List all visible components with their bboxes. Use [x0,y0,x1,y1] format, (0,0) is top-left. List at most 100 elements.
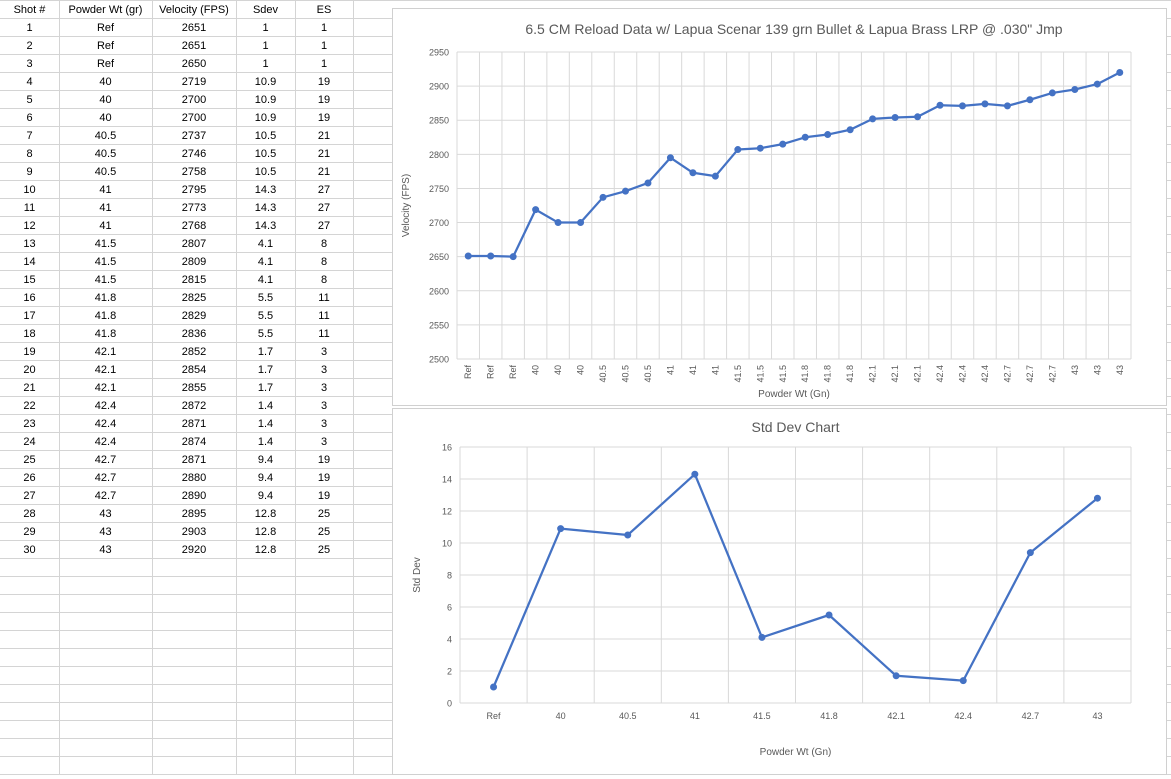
table-cell: 10.5 [255,166,276,178]
x-tick-label: 40.5 [619,711,637,721]
data-point[interactable] [846,126,854,134]
data-point[interactable] [666,154,674,162]
data-point[interactable] [691,470,699,478]
y-tick-label: 2850 [429,116,449,126]
table-cell: Ref [97,58,115,70]
table-cell: 1.4 [258,400,273,412]
x-tick-label: 40 [556,711,566,721]
data-point[interactable] [711,172,719,180]
data-point[interactable] [914,113,922,121]
table-cell: 2880 [182,472,206,484]
data-point[interactable] [959,677,967,685]
table-cell: 3 [321,436,327,448]
table-cell: 2700 [182,94,206,106]
data-point[interactable] [869,115,877,123]
y-tick-label: 2750 [429,184,449,194]
data-point[interactable] [959,102,966,110]
x-tick-label: 42.4 [980,365,990,383]
data-point[interactable] [801,133,809,141]
table-cell: 29 [23,526,35,538]
data-point[interactable] [1048,89,1056,97]
velocity-chart[interactable]: 6.5 CM Reload Data w/ Lapua Scenar 139 g… [392,8,1167,406]
data-point[interactable] [734,146,742,154]
data-point[interactable] [509,253,517,261]
table-cell: 9.4 [258,454,273,466]
data-point[interactable] [490,683,498,691]
table-cell: 41.8 [95,292,116,304]
x-tick-label: 41.8 [820,711,838,721]
data-point[interactable] [464,252,472,260]
x-tick-label: 43 [1115,365,1125,375]
y-tick-label: 2950 [429,48,449,58]
std-dev-chart-plot: Std Dev Chart 0 2 4 6 8 10 12 14 16 Ref 40 40.5 41 41.… [412,419,1132,758]
y-tick-label: 6 [447,603,452,613]
table-cell: 11 [24,202,35,214]
x-tick-label: 41.5 [778,365,788,383]
data-point[interactable] [599,193,607,201]
table-cell: 42.4 [95,418,116,430]
table-cell: 2852 [182,346,206,358]
table-cell: 10.9 [255,76,276,88]
table-cell: 3 [321,400,327,412]
data-point[interactable] [1093,494,1101,502]
table-cell: 2920 [182,544,206,556]
data-point[interactable] [557,525,565,533]
x-tick-label: Ref [486,365,496,380]
table-cell: 14.3 [255,202,276,214]
y-tick-label: 0 [447,699,452,709]
table-cell: 42.1 [95,364,116,376]
table-cell: 11 [318,292,329,304]
table-cell: 5 [26,94,32,106]
data-point[interactable] [936,101,944,109]
data-point[interactable] [1026,96,1034,104]
data-point[interactable] [1003,102,1011,110]
table-cell: 2650 [182,58,206,70]
table-cell: 4 [26,76,32,88]
std-dev-chart[interactable]: Std Dev Chart 0 2 4 6 8 10 12 14 16 Ref 40 40.5 41 41.… [392,408,1167,775]
table-cell: 6 [26,112,32,124]
data-point[interactable] [624,531,632,539]
data-point[interactable] [1116,68,1124,76]
data-point[interactable] [644,179,652,187]
data-point[interactable] [487,252,495,260]
table-cell: 41 [99,184,111,196]
data-point[interactable] [824,131,832,139]
table-cell: 8 [26,148,32,160]
table-cell: 5.5 [258,328,273,340]
table-cell: 20 [23,364,35,376]
data-point[interactable] [532,206,540,214]
data-point[interactable] [1026,549,1034,557]
table-cell: 2651 [182,22,206,34]
table-cell: 26 [23,472,35,484]
data-point[interactable] [825,611,833,619]
x-tick-label: 42.4 [935,365,945,383]
data-point[interactable] [892,672,900,680]
data-point[interactable] [689,169,697,177]
table-cell: 27 [318,202,330,214]
x-tick-label: 40.5 [643,365,653,383]
table-cell: 1 [262,22,268,34]
table-cell: 1 [262,40,268,52]
data-point[interactable] [577,219,585,227]
table-cell: 2890 [182,490,206,502]
y-tick-label: 12 [442,507,452,517]
table-cell: 2746 [182,148,206,160]
data-point[interactable] [981,100,989,108]
data-point[interactable] [758,633,766,641]
table-cell: 11 [318,328,329,340]
data-point[interactable] [1093,80,1101,88]
data-point[interactable] [779,140,787,148]
data-point[interactable] [554,219,562,227]
data-point[interactable] [756,144,764,152]
table-cell: 2829 [182,310,206,322]
table-cell: 13 [23,238,35,250]
table-cell: 12.8 [255,544,276,556]
table-cell: 3 [321,364,327,376]
table-cell: 42.7 [95,472,116,484]
data-point[interactable] [891,113,899,121]
chart-title: 6.5 CM Reload Data w/ Lapua Scenar 139 g… [525,21,1062,37]
data-point[interactable] [622,187,629,195]
y-tick-label: 10 [442,539,452,549]
data-point[interactable] [1071,86,1079,94]
table-cell: 25 [318,508,330,520]
